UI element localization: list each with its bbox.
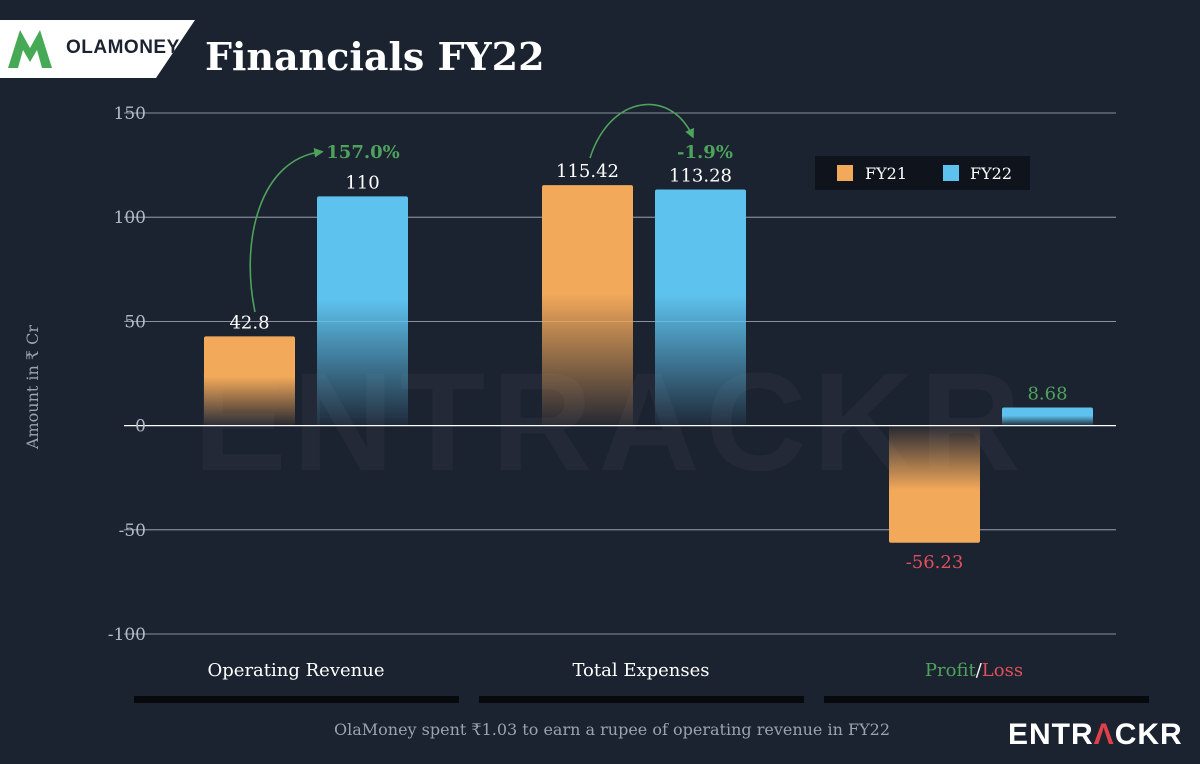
category-underline-profit-loss bbox=[824, 696, 1149, 703]
y-tick-label: -50 bbox=[119, 521, 146, 541]
category-underline-operating-revenue bbox=[134, 696, 459, 703]
data-label: 42.8 bbox=[229, 312, 269, 333]
data-labels: 42.8 115.42 -56.23 110 113.28 8.68 bbox=[229, 161, 1067, 573]
y-tick-label: 150 bbox=[114, 104, 146, 124]
bar-fy21-0 bbox=[204, 336, 295, 426]
category-labels: Operating Revenue Total Expenses Profit/Lo… bbox=[208, 660, 1024, 681]
legend-label-fy21: FY21 bbox=[865, 164, 907, 183]
y-tick-label: 100 bbox=[114, 208, 146, 228]
entrackr-brand: ENTRΛCKR bbox=[1008, 718, 1183, 752]
bar-fy21-2 bbox=[889, 425, 980, 543]
category-label-part: Total Expenses bbox=[572, 660, 709, 681]
data-label: -56.23 bbox=[906, 552, 964, 573]
brand-text-main: ENTR bbox=[1008, 718, 1094, 751]
logo-text: OLAMONEY bbox=[66, 37, 180, 58]
data-label: 113.28 bbox=[669, 166, 732, 187]
growth-annotation: 157.0% bbox=[326, 142, 399, 163]
category-label-part: Profit bbox=[925, 660, 977, 681]
category-label-part: Loss bbox=[982, 660, 1023, 681]
legend: FY21 FY22 bbox=[815, 156, 1030, 190]
bar-fy21-1 bbox=[542, 185, 633, 426]
data-label: 8.68 bbox=[1027, 384, 1067, 405]
bar-fy22-1 bbox=[655, 189, 746, 426]
category-label-part: / bbox=[976, 660, 983, 681]
growth-annotations: 157.0% -1.9% bbox=[249, 103, 733, 313]
legend-label-fy22: FY22 bbox=[970, 164, 1012, 183]
y-tick-label: 50 bbox=[124, 312, 146, 332]
y-axis-ticks: 150 100 50 0 -50 -100 bbox=[108, 104, 146, 645]
brand-text-rest: CKR bbox=[1114, 718, 1183, 751]
y-axis-label: Amount in ₹ Cr bbox=[23, 325, 42, 451]
category-label: Profit/Loss bbox=[925, 660, 1023, 681]
growth-annotation: -1.9% bbox=[677, 142, 733, 163]
olamoney-logo-icon bbox=[8, 30, 52, 68]
page-title: Financials FY22 bbox=[205, 34, 545, 79]
legend-swatch-fy22 bbox=[943, 165, 959, 181]
y-tick-label: 0 bbox=[135, 417, 146, 437]
footer-note: OlaMoney spent ₹1.03 to earn a rupee of … bbox=[333, 720, 891, 739]
growth-arrow-total-expenses bbox=[589, 103, 694, 159]
y-tick-label: -100 bbox=[108, 625, 146, 645]
category-underline-total-expenses bbox=[479, 696, 804, 703]
bar-fy22-0 bbox=[317, 196, 408, 426]
bar-fy22-2 bbox=[1002, 407, 1093, 426]
category-label-part: Operating Revenue bbox=[208, 660, 385, 681]
olamoney-logo: OLAMONEY bbox=[0, 20, 195, 78]
bars bbox=[204, 185, 1093, 543]
legend-swatch-fy21 bbox=[837, 165, 853, 181]
growth-arrow-operating-revenue bbox=[249, 148, 324, 313]
category-label: Operating Revenue bbox=[208, 660, 385, 681]
brand-text-accent: Λ bbox=[1093, 718, 1115, 751]
category-label: Total Expenses bbox=[572, 660, 709, 681]
data-label: 110 bbox=[345, 172, 379, 193]
data-label: 115.42 bbox=[556, 161, 619, 182]
